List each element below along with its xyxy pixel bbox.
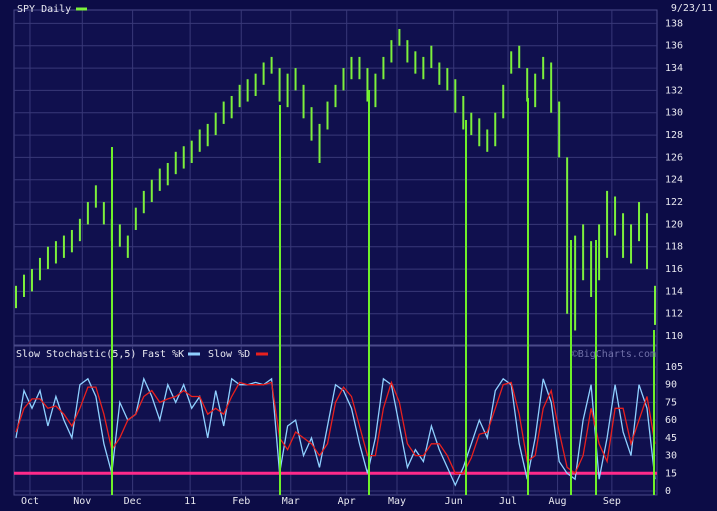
y-tick-label: 90 (665, 380, 677, 391)
y-tick-label: 120 (665, 219, 683, 230)
y-tick-label: 138 (665, 18, 683, 29)
y-tick-label: 110 (665, 331, 683, 342)
x-tick-label: 11 (184, 496, 196, 507)
price-panel (13, 9, 658, 346)
y-tick-label: 132 (665, 85, 683, 96)
y-tick-label: 112 (665, 309, 683, 320)
legend-label: Fast %K (142, 349, 184, 360)
x-tick-label: Sep (603, 496, 621, 507)
y-tick-label: 122 (665, 197, 683, 208)
y-tick-label: 134 (665, 63, 683, 74)
y-tick-label: 124 (665, 175, 683, 186)
x-tick-label: Mar (282, 496, 300, 507)
y-tick-label: 130 (665, 108, 683, 119)
signal-lines (111, 90, 655, 495)
panel-title: Slow Stochastic(5,5) (16, 349, 136, 360)
y-tick-label: 118 (665, 242, 683, 253)
y-tick-label: 75 (665, 397, 677, 408)
x-tick-label: Jul (499, 496, 517, 507)
y-tick-label: 136 (665, 41, 683, 52)
x-tick-label: Nov (73, 496, 91, 507)
series-line (15, 376, 656, 487)
x-tick-label: Oct (21, 496, 39, 507)
y-tick-label: 60 (665, 415, 677, 426)
legend-label: Slow %D (208, 349, 250, 360)
series-line (15, 380, 656, 475)
x-tick-label: Feb (232, 496, 250, 507)
chart-title: SPY Daily (17, 4, 71, 15)
date-label: 9/23/11 (671, 3, 713, 14)
y-tick-label: 105 (665, 362, 683, 373)
y-tick-label: 128 (665, 130, 683, 141)
y-tick-label: 45 (665, 433, 677, 444)
x-tick-label: Jun (445, 496, 463, 507)
y-tick-label: 126 (665, 152, 683, 163)
x-tick-label: Apr (338, 496, 356, 507)
y-tick-label: 15 (665, 468, 677, 479)
marks (14, 28, 657, 487)
credit: ©BigCharts.com (572, 349, 656, 360)
x-tick-label: May (388, 496, 406, 507)
y-tick-label: 114 (665, 286, 683, 297)
y-tick-label: 116 (665, 264, 683, 275)
x-tick-label: Dec (124, 496, 142, 507)
y-tick-label: 30 (665, 451, 677, 462)
y-tick-label: 0 (665, 486, 671, 497)
x-tick-label: Aug (549, 496, 567, 507)
